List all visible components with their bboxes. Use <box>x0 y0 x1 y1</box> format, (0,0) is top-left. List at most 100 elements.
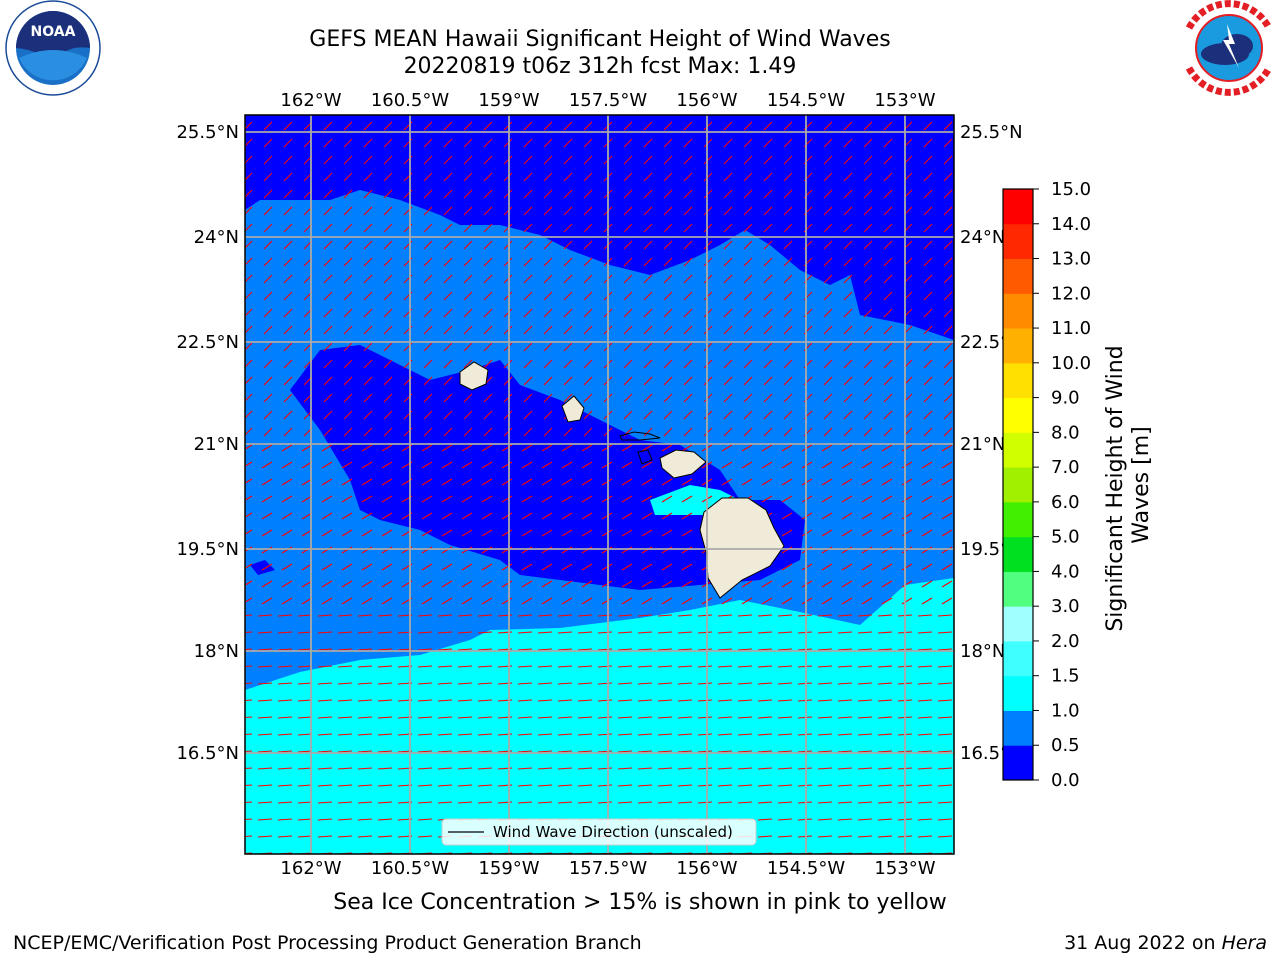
wind-wave-arrow <box>743 291 753 301</box>
lat-label: 21°N <box>960 434 1005 455</box>
wind-wave-arrow <box>863 359 873 369</box>
wind-wave-arrow <box>517 733 533 736</box>
wind-wave-arrow <box>941 444 953 452</box>
wind-wave-arrow <box>283 308 293 318</box>
wind-wave-arrow <box>721 597 733 605</box>
wind-wave-arrow <box>477 784 493 787</box>
wind-wave-arrow <box>943 240 953 250</box>
wind-wave-arrow <box>383 189 393 199</box>
wind-wave-arrow <box>441 478 453 486</box>
wind-wave-arrow <box>543 257 553 267</box>
wind-wave-arrow <box>463 427 473 437</box>
wind-wave-arrow <box>363 206 373 216</box>
wind-wave-arrow <box>245 801 253 804</box>
wind-wave-arrow <box>583 189 593 199</box>
wind-wave-arrow <box>323 427 333 437</box>
wind-wave-arrow <box>361 597 373 605</box>
wind-wave-arrow <box>263 121 273 131</box>
wind-wave-arrow <box>377 835 393 838</box>
colorbar-swatch <box>1003 745 1033 781</box>
wind-wave-arrow <box>377 682 393 685</box>
wind-wave-arrow <box>757 784 773 787</box>
colorbar-label-line1: Significant Height of Wind <box>1103 345 1128 631</box>
wind-wave-arrow <box>703 172 713 182</box>
wind-wave-arrow <box>743 189 753 199</box>
colorbar-tick-label: 15.0 <box>1051 179 1091 200</box>
wind-wave-arrow <box>837 631 853 634</box>
wind-wave-arrow <box>703 189 713 199</box>
wind-wave-arrow <box>857 835 873 838</box>
wind-wave-arrow <box>443 393 453 403</box>
lat-label: 24°N <box>960 227 1005 248</box>
colorbar-tick-label: 1.0 <box>1051 700 1080 721</box>
wind-wave-arrow <box>523 155 533 165</box>
wind-wave-arrow <box>781 444 793 452</box>
wind-wave-arrow <box>883 342 893 352</box>
wind-wave-arrow <box>821 512 833 520</box>
wind-wave-arrow <box>737 682 753 685</box>
wind-wave-arrow <box>461 461 473 469</box>
wind-wave-arrow <box>463 393 473 403</box>
wind-wave-arrow <box>937 631 953 634</box>
wind-wave-arrow <box>523 138 533 148</box>
wind-wave-arrow <box>743 172 753 182</box>
wind-wave-arrow <box>843 410 853 420</box>
wind-wave-arrow <box>343 155 353 165</box>
wind-wave-arrow <box>877 631 893 634</box>
wind-wave-arrow <box>541 461 553 469</box>
wind-wave-arrow <box>383 206 393 216</box>
wind-wave-arrow <box>245 665 253 668</box>
wind-wave-arrow <box>823 189 833 199</box>
wind-wave-arrow <box>477 648 493 651</box>
wind-wave-arrow <box>881 529 893 537</box>
wind-wave-arrow <box>843 206 853 216</box>
colorbar-tick-label: 3.0 <box>1051 596 1080 617</box>
wind-wave-arrow <box>617 699 633 702</box>
wind-wave-arrow <box>763 206 773 216</box>
wind-wave-arrow <box>597 682 613 685</box>
wind-wave-arrow <box>377 750 393 753</box>
wind-wave-arrow <box>917 835 933 838</box>
wind-wave-arrow <box>837 835 853 838</box>
wind-wave-arrow <box>637 750 653 753</box>
wind-wave-arrow <box>783 410 793 420</box>
colorbar-label: Significant Height of Wind Waves [m] <box>1103 338 1154 631</box>
wind-wave-arrow <box>641 478 653 486</box>
wind-wave-arrow <box>283 427 293 437</box>
wind-wave-arrow <box>683 325 693 335</box>
wind-wave-arrow <box>921 478 933 486</box>
wind-wave-arrow <box>323 155 333 165</box>
wind-wave-arrow <box>943 393 953 403</box>
wind-wave-arrow <box>377 716 393 719</box>
wind-wave-arrow <box>363 257 373 267</box>
wind-wave-arrow <box>257 614 273 617</box>
wind-wave-arrow <box>283 155 293 165</box>
wind-wave-arrow <box>697 699 713 702</box>
wind-wave-arrow <box>917 801 933 804</box>
wind-wave-arrow <box>737 767 753 770</box>
wind-wave-arrow <box>543 393 553 403</box>
wind-wave-arrow <box>557 631 573 634</box>
wind-wave-arrow <box>677 631 693 634</box>
wind-wave-arrow <box>837 784 853 787</box>
wind-wave-arrow <box>621 478 633 486</box>
wind-wave-arrow <box>641 580 653 588</box>
wind-wave-arrow <box>717 614 733 617</box>
wind-wave-arrow <box>697 614 713 617</box>
lon-label: 157.5°W <box>569 90 648 111</box>
wind-wave-arrow <box>703 359 713 369</box>
wind-wave-arrow <box>437 767 453 770</box>
colorbar-swatch <box>1003 293 1033 329</box>
wind-wave-arrow <box>837 682 853 685</box>
wind-wave-arrow <box>437 750 453 753</box>
wind-wave-arrow <box>843 121 853 131</box>
sea-ice-note: Sea Ice Concentration > 15% is shown in … <box>333 890 947 915</box>
wind-wave-arrow <box>937 614 953 617</box>
wind-wave-arrow <box>501 478 513 486</box>
wind-wave-arrow <box>561 580 573 588</box>
wind-wave-arrow <box>677 614 693 617</box>
wind-wave-arrow <box>245 835 253 838</box>
wind-wave-arrow <box>737 665 753 668</box>
wind-wave-arrow <box>941 597 953 605</box>
colorbar-swatch <box>1003 189 1033 225</box>
